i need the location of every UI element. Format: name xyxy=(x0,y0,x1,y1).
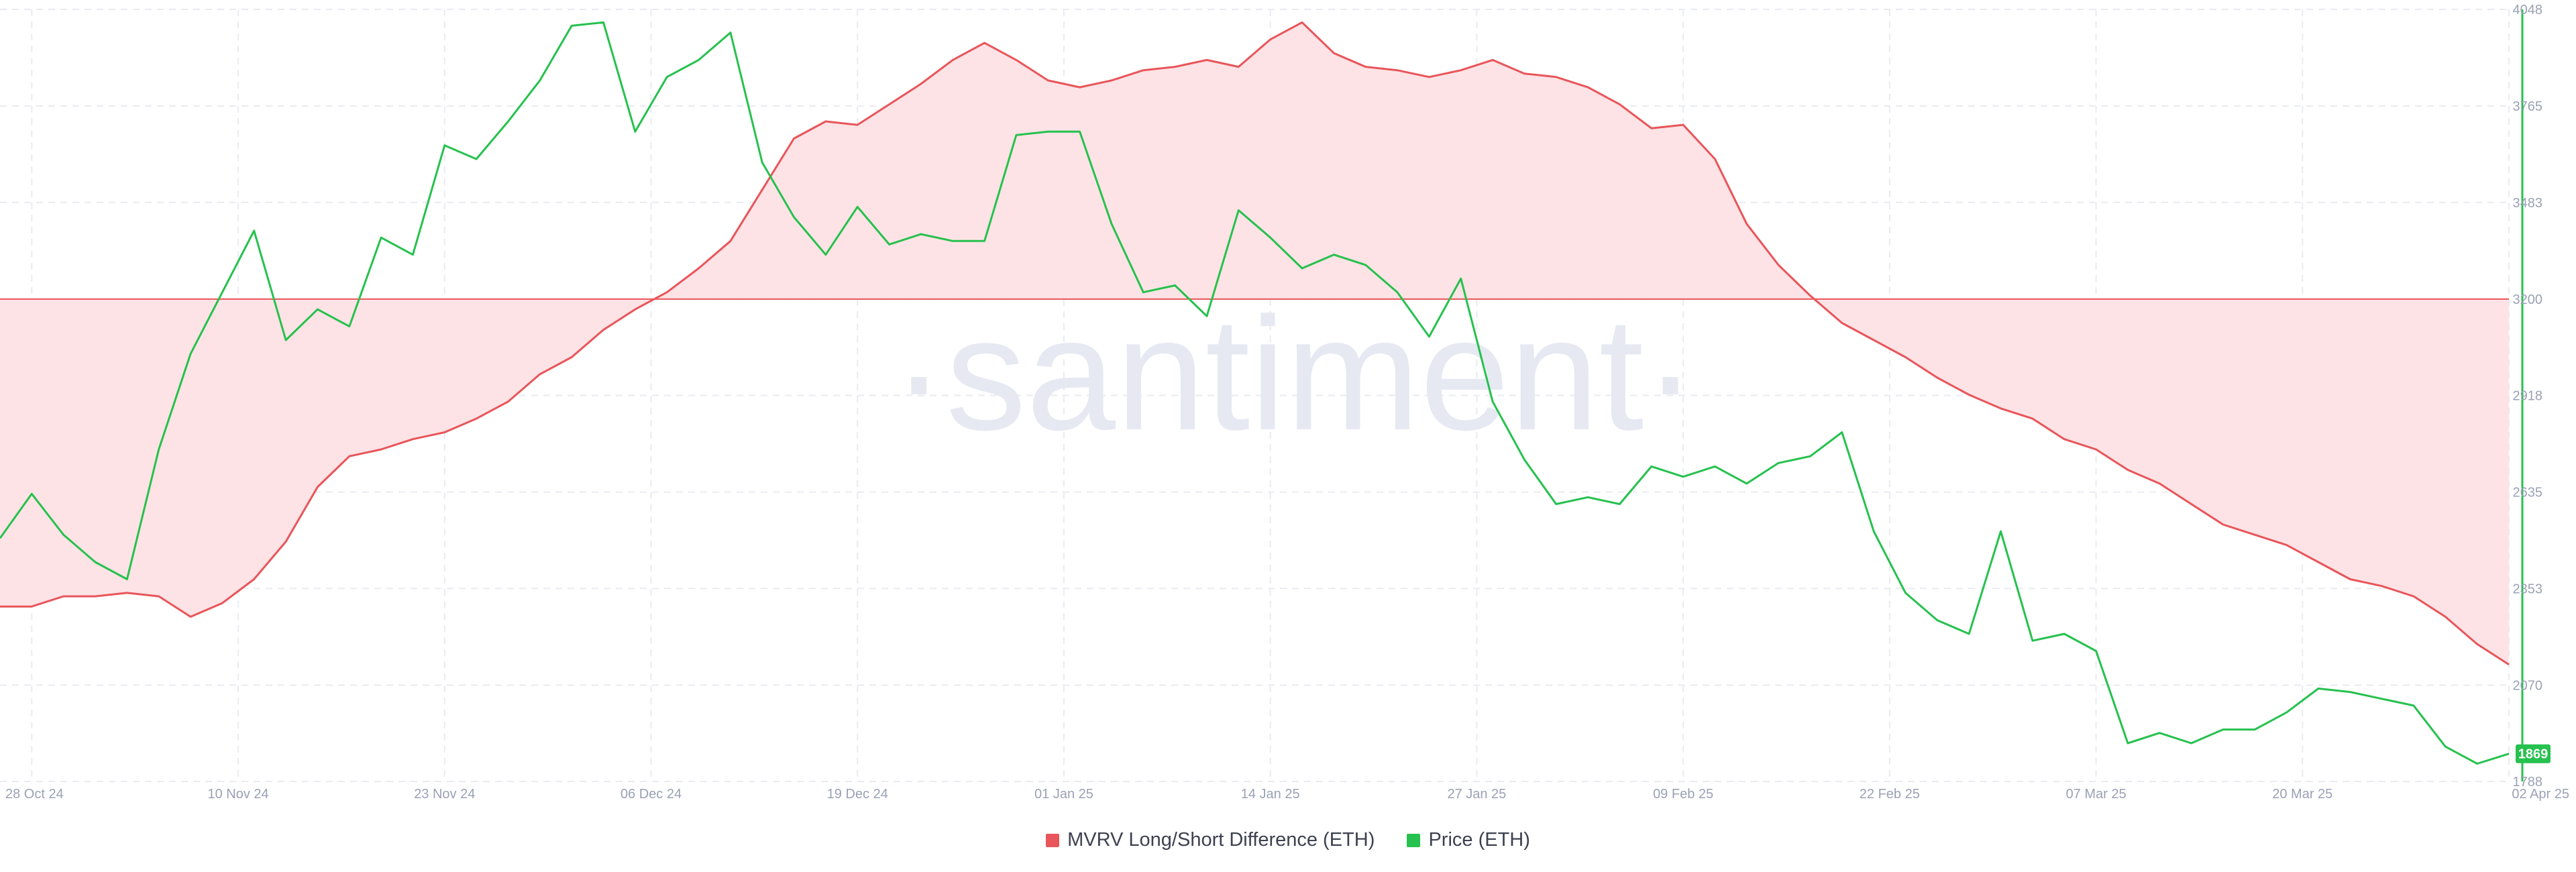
y-tick-label: 4048 xyxy=(2513,3,2543,17)
legend-item-mvrv[interactable]: MVRV Long/Short Difference (ETH) xyxy=(1046,829,1375,851)
current-price-badge-text: 1869 xyxy=(2518,747,2548,762)
x-tick-label: 09 Feb 25 xyxy=(1653,787,1713,802)
x-tick-label: 28 Oct 24 xyxy=(5,787,64,802)
legend-label-price: Price (ETH) xyxy=(1428,829,1530,851)
x-tick-label: 19 Dec 24 xyxy=(827,787,888,802)
y-tick-label: 3200 xyxy=(2513,292,2543,307)
legend-swatch-price xyxy=(1407,833,1421,847)
x-tick-label: 01 Jan 25 xyxy=(1034,787,1093,802)
series-lines xyxy=(0,21,2510,765)
x-tick-label: 07 Mar 25 xyxy=(2066,787,2127,802)
mvrv-area xyxy=(0,22,2509,665)
x-tick-label: 27 Jan 25 xyxy=(1447,787,1506,802)
current-price-badge-bg xyxy=(2516,744,2551,763)
x-tick-label: 06 Dec 24 xyxy=(621,787,682,802)
x-tick-label: 14 Jan 25 xyxy=(1241,787,1300,802)
y-tick-label: 2353 xyxy=(2513,582,2543,596)
current-price-badge: 1869 xyxy=(2516,744,2551,763)
price-line xyxy=(0,21,2510,765)
y-tick-label: 3765 xyxy=(2513,99,2543,114)
y-tick-label: 2070 xyxy=(2513,678,2543,693)
x-tick-label: 23 Nov 24 xyxy=(414,787,475,802)
x-tick-label: 02 Apr 25 xyxy=(2512,787,2569,802)
legend-label-mvrv: MVRV Long/Short Difference (ETH) xyxy=(1067,829,1375,851)
watermark: ·santiment· xyxy=(892,284,1697,464)
mvrv-area-fill xyxy=(0,22,2509,665)
legend-item-price[interactable]: Price (ETH) xyxy=(1407,829,1530,851)
y-axis: 4048 3765 3483 3200 2918 2635 2353 2070 1788 xyxy=(2513,3,2543,789)
x-tick-label: 22 Feb 25 xyxy=(1860,787,1920,802)
y-tick-label: 3483 xyxy=(2513,196,2543,211)
x-tick-label: 20 Mar 25 xyxy=(2272,787,2332,802)
legend: MVRV Long/Short Difference (ETH) Price (… xyxy=(0,829,2576,853)
y-tick-label: 2635 xyxy=(2513,486,2543,500)
mvrv-line xyxy=(0,21,2510,666)
y-tick-label: 2918 xyxy=(2513,389,2543,404)
y-tick-label: 1788 xyxy=(2513,775,2543,789)
x-tick-label: 10 Nov 24 xyxy=(207,787,268,802)
x-axis: 28 Oct 24 10 Nov 24 23 Nov 24 06 Dec 24 19 D… xyxy=(5,787,2569,802)
legend-swatch-mvrv xyxy=(1046,833,1060,847)
